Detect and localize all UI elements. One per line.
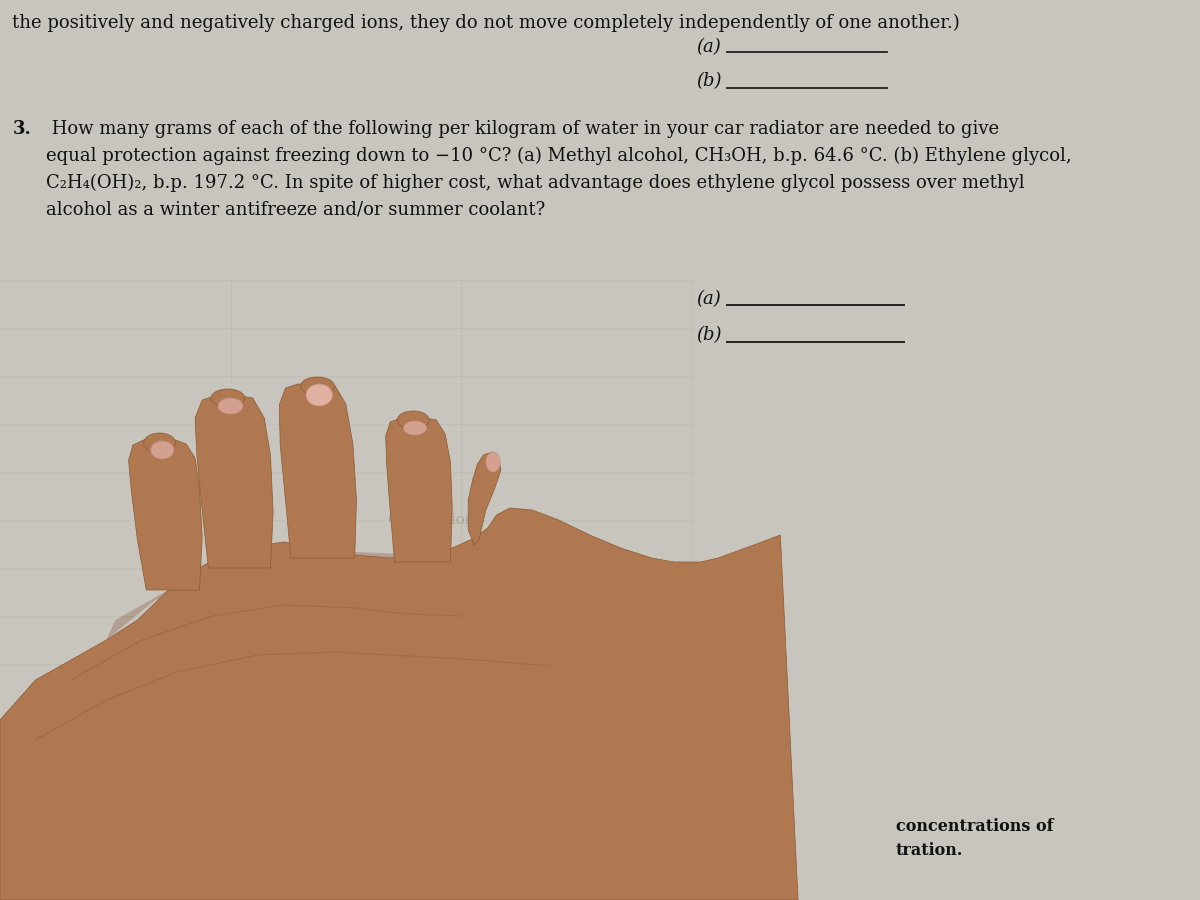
Ellipse shape [397, 411, 430, 429]
Ellipse shape [211, 389, 245, 407]
Polygon shape [0, 508, 798, 900]
Polygon shape [107, 530, 497, 640]
Text: the positively and negatively charged ions, they do not move completely independ: the positively and negatively charged io… [12, 14, 960, 32]
Polygon shape [385, 418, 452, 562]
Polygon shape [280, 384, 356, 558]
Polygon shape [196, 396, 274, 568]
Ellipse shape [486, 452, 500, 472]
Text: (b): (b) [696, 326, 721, 344]
Ellipse shape [403, 421, 426, 435]
Ellipse shape [306, 384, 332, 406]
Text: 3.: 3. [12, 120, 31, 138]
Ellipse shape [144, 433, 175, 453]
Text: How many grams of each of the following per kilogram of water in your car radiat: How many grams of each of the following … [46, 120, 1072, 218]
Polygon shape [128, 440, 202, 590]
Text: tration.: tration. [895, 842, 962, 859]
Text: Calculations: Calculations [386, 513, 482, 527]
Text: (a): (a) [696, 290, 721, 308]
Text: (b): (b) [696, 72, 721, 90]
Ellipse shape [218, 398, 242, 414]
Ellipse shape [301, 377, 335, 395]
Text: concentrations of: concentrations of [895, 818, 1054, 835]
Ellipse shape [151, 441, 174, 459]
Text: (a): (a) [696, 38, 721, 56]
Polygon shape [468, 452, 502, 545]
